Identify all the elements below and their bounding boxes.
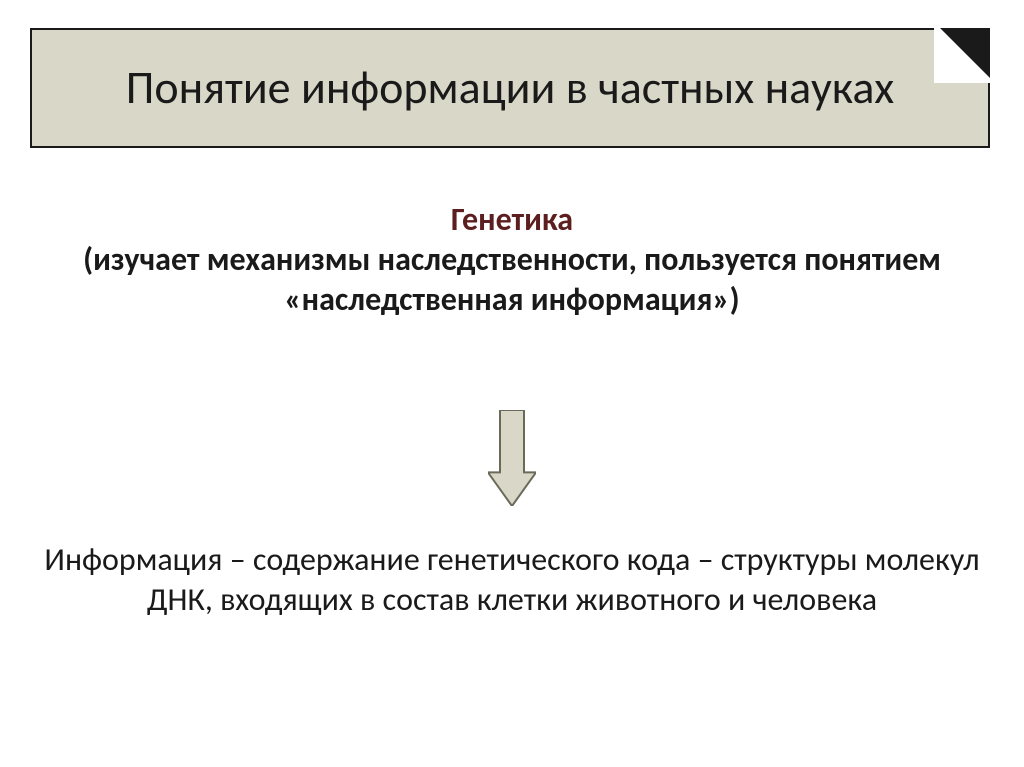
arrow-container [0,410,1024,506]
subject-description: (изучает механизмы наследственности, пол… [0,240,1024,320]
corner-fold [940,28,990,78]
definition-block: Информация – содержание генетического ко… [0,540,1024,620]
slide-title: Понятие информации в частных науках [126,63,894,114]
subject-name: Генетика [0,200,1024,240]
definition-text: Информация – содержание генетического ко… [44,540,979,619]
subject-block: Генетика (изучает механизмы наследственн… [0,200,1024,320]
title-box: Понятие информации в частных науках [30,28,990,148]
down-arrow-icon [488,410,536,506]
